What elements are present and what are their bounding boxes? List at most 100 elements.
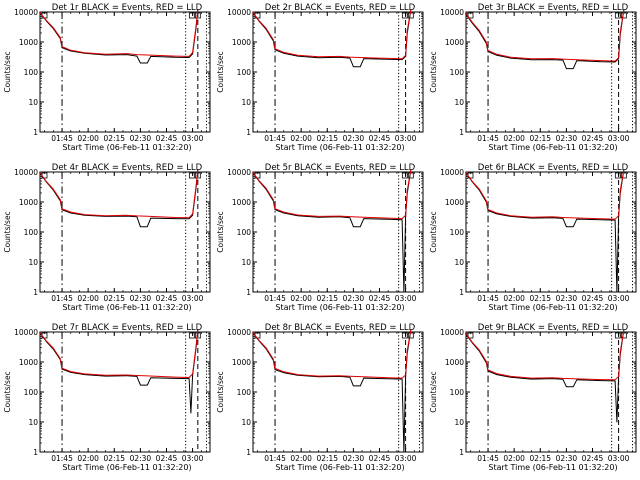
chart-panel-9: Det 9r BLACK = Events, RED = LLD 1 10 100 10…	[429, 323, 637, 472]
events-series-line	[251, 9, 412, 68]
x-tick-label: 03:00	[182, 294, 204, 303]
chart-panel-6: Det 6r BLACK = Events, RED = LLD 1 10 100 10…	[429, 163, 637, 312]
x-axis-label: Start Time (06-Feb-11 01:32:20)	[275, 303, 404, 312]
x-tick-label: 01:45	[264, 134, 286, 143]
plot-frame	[39, 11, 211, 133]
y-tick-label: 1	[246, 448, 251, 457]
events-series-line	[38, 169, 199, 228]
y-tick-label: 100	[24, 228, 39, 237]
lld-series-line	[252, 9, 412, 60]
x-tick-label: 02:45	[582, 454, 604, 463]
chart-title: Det 1r BLACK = Events, RED = LLD	[52, 3, 203, 13]
events-series-line	[39, 9, 199, 64]
y-tick-label: 10000	[14, 328, 38, 337]
x-tick-label: 02:45	[156, 294, 178, 303]
chart-title: Det 5r BLACK = Events, RED = LLD	[265, 163, 416, 173]
x-tick-label: 02:00	[290, 454, 312, 463]
end-box-marker	[401, 172, 408, 179]
lld-series-line	[464, 9, 625, 62]
y-axis-label: Counts/sec	[429, 51, 438, 92]
chart-title: Det 7r BLACK = Events, RED = LLD	[52, 323, 203, 333]
x-axis-label: Start Time (06-Feb-11 01:32:20)	[275, 463, 404, 472]
x-axis-label: Start Time (06-Feb-11 01:32:20)	[488, 143, 617, 152]
y-tick-label: 10	[454, 258, 464, 267]
events-series-line	[251, 169, 412, 293]
plot-frame	[39, 331, 211, 453]
x-axis-label: Start Time (06-Feb-11 01:32:20)	[62, 463, 191, 472]
y-tick-label: 10	[28, 418, 38, 427]
x-tick-label: 03:00	[395, 454, 417, 463]
events-series-line	[38, 329, 199, 414]
y-tick-label: 10	[241, 418, 251, 427]
chart-title: Det 2r BLACK = Events, RED = LLD	[265, 3, 416, 13]
x-tick-label: 02:15	[103, 454, 125, 463]
y-tick-label: 10000	[227, 328, 251, 337]
x-tick-label: 02:15	[529, 294, 551, 303]
end-box-marker	[188, 12, 195, 19]
y-tick-label: 1000	[445, 358, 464, 367]
y-tick-label: 10000	[440, 8, 464, 17]
y-tick-label: 1000	[19, 198, 38, 207]
chart-panel-7: Det 7r BLACK = Events, RED = LLD 1 10 100 10…	[3, 323, 211, 472]
y-axis-label: Counts/sec	[3, 371, 12, 412]
x-tick-label: 02:45	[369, 294, 391, 303]
y-tick-label: 10	[28, 258, 38, 267]
chart-title: Det 4r BLACK = Events, RED = LLD	[52, 163, 203, 173]
end-box-marker	[188, 332, 195, 339]
x-tick-label: 02:15	[103, 134, 125, 143]
y-tick-label: 100	[237, 388, 252, 397]
chart-title: Det 3r BLACK = Events, RED = LLD	[478, 3, 629, 13]
x-tick-label: 02:30	[343, 134, 365, 143]
y-tick-label: 1	[33, 288, 38, 297]
x-axis-label: Start Time (06-Feb-11 01:32:20)	[488, 463, 617, 472]
y-tick-label: 1000	[232, 38, 251, 47]
x-axis-label: Start Time (06-Feb-11 01:32:20)	[62, 143, 191, 152]
y-tick-label: 100	[237, 68, 252, 77]
chart-title: Det 8r BLACK = Events, RED = LLD	[265, 323, 416, 333]
y-tick-label: 1000	[19, 358, 38, 367]
y-tick-label: 100	[450, 68, 465, 77]
x-tick-label: 02:15	[103, 294, 125, 303]
events-series-line	[252, 329, 412, 453]
x-tick-label: 02:45	[369, 134, 391, 143]
chart-title: Det 9r BLACK = Events, RED = LLD	[478, 323, 629, 333]
x-tick-label: 02:30	[556, 134, 578, 143]
y-tick-label: 100	[450, 388, 465, 397]
x-tick-label: 02:15	[316, 454, 338, 463]
x-tick-label: 02:45	[156, 454, 178, 463]
x-tick-label: 02:15	[529, 454, 551, 463]
y-tick-label: 1000	[445, 38, 464, 47]
y-tick-label: 10	[28, 98, 38, 107]
y-axis-label: Counts/sec	[3, 211, 12, 252]
end-box-marker	[614, 172, 621, 179]
x-tick-label: 02:00	[503, 134, 525, 143]
y-tick-label: 1000	[19, 38, 38, 47]
chart-panel-5: Det 5r BLACK = Events, RED = LLD 1 10 100 10…	[216, 163, 424, 312]
events-series-line	[464, 329, 625, 423]
y-tick-label: 1	[33, 448, 38, 457]
x-tick-label: 02:15	[316, 294, 338, 303]
y-tick-label: 10000	[14, 168, 38, 177]
plot-frame	[252, 331, 424, 453]
y-axis-label: Counts/sec	[3, 51, 12, 92]
y-tick-label: 1	[246, 128, 251, 137]
x-tick-label: 02:30	[556, 294, 578, 303]
end-box-marker	[620, 332, 627, 339]
y-axis-label: Counts/sec	[429, 211, 438, 252]
x-tick-label: 01:45	[264, 294, 286, 303]
x-tick-label: 02:30	[343, 454, 365, 463]
chart-panel-8: Det 8r BLACK = Events, RED = LLD 1 10 100 10…	[216, 323, 424, 472]
x-tick-label: 02:45	[156, 134, 178, 143]
lld-series-line	[38, 169, 199, 219]
lld-series-line	[39, 9, 199, 57]
y-tick-label: 100	[24, 388, 39, 397]
x-tick-label: 01:45	[477, 134, 499, 143]
x-tick-label: 03:00	[608, 134, 630, 143]
events-series-line	[464, 9, 625, 70]
y-axis-label: Counts/sec	[429, 371, 438, 412]
x-tick-label: 01:45	[477, 294, 499, 303]
x-tick-label: 03:00	[182, 454, 204, 463]
x-tick-label: 03:00	[395, 134, 417, 143]
x-tick-label: 02:30	[130, 294, 152, 303]
